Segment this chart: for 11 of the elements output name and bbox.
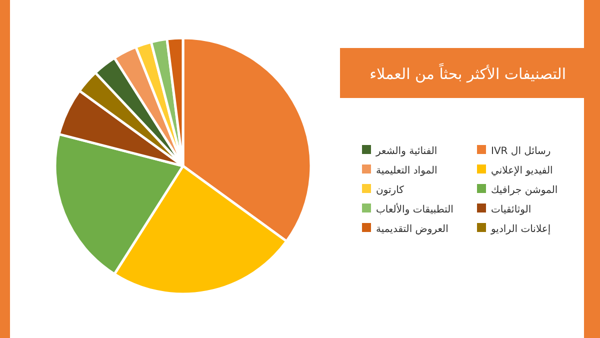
legend-label: التطبيقات والألعاب bbox=[376, 202, 454, 216]
legend-label: كارتون bbox=[376, 185, 404, 196]
legend-label: العروض التقديمية bbox=[376, 224, 448, 235]
legend-label: الموشن جرافيك bbox=[491, 185, 558, 196]
legend-label: المواد التعليمية bbox=[376, 166, 438, 176]
legend-label: رسائل ال IVR bbox=[491, 146, 551, 157]
legend-label: الفنائية والشعر bbox=[375, 146, 438, 157]
legend-label: الوثائقيات bbox=[491, 204, 532, 216]
text: التصنيفات الأكثر بحثاً من العملاء bbox=[370, 62, 566, 83]
legend-label: إعلانات الراديو bbox=[490, 224, 551, 235]
legend-label: الفيديو الإعلاني bbox=[491, 166, 553, 176]
